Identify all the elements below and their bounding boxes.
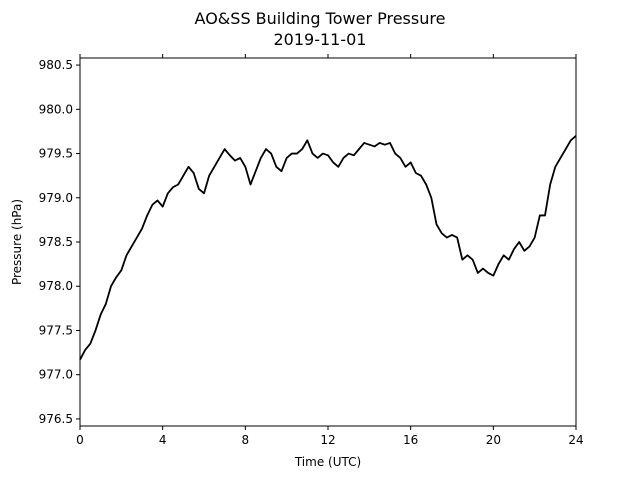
y-tick-label: 977.0 [39,368,73,382]
y-axis-ticks: 976.5 977.0 977.5 978.0 978.5 979.0 979.5 980.0… [39,58,80,426]
chart-subtitle: 2019-11-01 [274,30,367,49]
y-tick-label: 976.5 [39,412,73,426]
x-tick-label: 8 [242,433,250,447]
plot-area [79,57,577,427]
y-tick-label: 978.0 [39,279,73,293]
x-tick-label: 24 [568,433,583,447]
chart-title: AO&SS Building Tower Pressure [195,9,446,28]
y-tick-label: 980.0 [39,102,73,116]
x-tick-label: 20 [486,433,501,447]
y-tick-label: 979.0 [39,191,73,205]
x-tick-label: 0 [76,433,84,447]
x-tick-label: 16 [403,433,418,447]
pressure-series-line [79,135,577,361]
y-tick-label: 977.5 [39,323,73,337]
y-tick-label: 980.5 [39,58,73,72]
x-axis-label: Time (UTC) [294,455,361,469]
x-tick-label: 4 [159,433,167,447]
y-tick-label: 978.5 [39,235,73,249]
x-tick-label: 12 [320,433,335,447]
plot-frame [79,57,577,427]
y-axis-label: Pressure (hPa) [10,199,24,285]
x-axis-ticks: 0 4 8 12 16 20 24 [76,54,584,447]
y-tick-label: 979.5 [39,147,73,161]
